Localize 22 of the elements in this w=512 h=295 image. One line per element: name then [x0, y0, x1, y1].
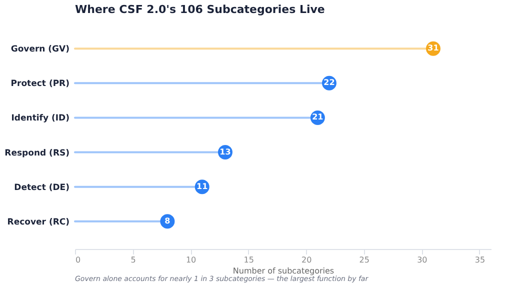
x-tick-label: 20	[302, 256, 312, 264]
data-label: 21	[312, 112, 324, 122]
x-tick-label: 5	[130, 256, 136, 264]
y-tick-label: Govern (GV)	[10, 44, 70, 55]
x-tick-label: 15	[244, 256, 254, 264]
y-tick-label: Detect (DE)	[14, 182, 70, 193]
x-tick-label: 10	[186, 256, 196, 264]
data-label: 11	[196, 182, 208, 191]
y-tick-label: Identify (ID)	[11, 114, 70, 124]
y-tick-label: Respond (RS)	[4, 148, 70, 158]
data-label: 13	[220, 147, 231, 156]
y-tick-label: Protect (PR)	[10, 79, 70, 90]
x-axis-title: Number of subcategories	[232, 266, 334, 276]
x-tick-label: 25	[359, 256, 370, 264]
x-tick-label: 35	[474, 256, 486, 264]
data-label: 22	[324, 78, 335, 88]
data-label: 8	[164, 216, 171, 226]
chart-title: Where CSF 2.0's 106 Subcategories Live	[75, 3, 325, 16]
data-label: 31	[428, 44, 440, 53]
x-tick-label: 30	[417, 256, 428, 264]
x-tick-label: 0	[76, 256, 81, 264]
y-tick-label: Recover (RC)	[7, 217, 70, 228]
